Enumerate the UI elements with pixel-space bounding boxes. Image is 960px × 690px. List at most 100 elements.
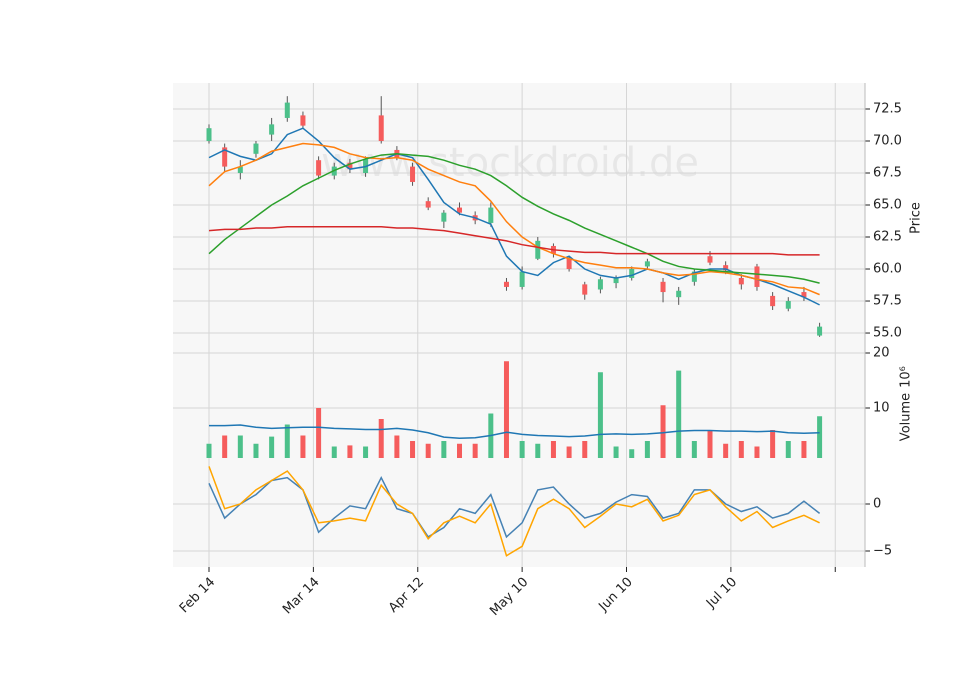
candle-body: [582, 284, 588, 295]
volume-bar: [503, 361, 509, 458]
x-tick-label: Feb 14: [177, 575, 219, 617]
x-tick-label: Jun 10: [596, 575, 636, 615]
volume-bar: [237, 435, 243, 458]
volume-bar: [300, 435, 306, 458]
volume-bar: [676, 370, 682, 458]
volume-bar: [597, 372, 603, 458]
candle-body: [754, 266, 760, 287]
candle-body: [566, 258, 572, 270]
volume-bar: [817, 416, 823, 458]
candle-body: [284, 102, 290, 118]
volume-bar: [410, 441, 416, 458]
y-tick-label: 10: [873, 401, 890, 416]
candle-body: [707, 256, 713, 263]
y-axis-label: Price: [909, 202, 924, 234]
candle-body: [817, 326, 823, 336]
volume-bar: [441, 441, 447, 458]
plot-background: [173, 83, 865, 567]
moving-average-line: [208, 153, 820, 284]
y-tick-label: 0: [873, 496, 881, 511]
candle-body: [535, 240, 541, 259]
watermark: www.stockdroid.de: [321, 140, 699, 186]
candle-body: [488, 207, 494, 223]
volume-bar: [723, 443, 729, 458]
x-tick-label: Jul 10: [703, 575, 740, 612]
candle-body: [738, 277, 744, 285]
candle-body: [457, 207, 463, 213]
candle-body: [676, 290, 682, 298]
x-tick-label: Apr 12: [386, 575, 427, 616]
indicator-line: [208, 475, 821, 539]
volume-average-line: [209, 424, 820, 440]
candle-body: [441, 212, 447, 222]
volume-bar: [629, 449, 635, 458]
candle-body: [300, 115, 306, 126]
axis-offset-label: 10⁶: [899, 366, 914, 388]
y-tick-label: 70.0: [873, 133, 902, 148]
volume-bar: [363, 446, 369, 458]
candle-body: [347, 162, 353, 170]
candle-body: [206, 128, 212, 141]
y-tick-label: 67.5: [873, 166, 902, 181]
moving-average-line: [208, 142, 820, 296]
volume-bar: [770, 430, 776, 458]
candle-body: [723, 265, 729, 271]
indicator-line: [208, 466, 820, 557]
candle-body: [660, 281, 666, 293]
candle-body: [378, 115, 384, 141]
candle-body: [269, 124, 275, 135]
volume-bar: [253, 443, 259, 458]
moving-average-line: [208, 226, 820, 256]
candle-body: [691, 271, 697, 282]
y-tick-label: 20: [873, 346, 890, 361]
candle-body: [644, 261, 650, 267]
candle-body: [519, 271, 525, 287]
volume-bar: [519, 441, 525, 458]
volume-bar: [284, 424, 290, 458]
candle-body: [253, 143, 259, 154]
volume-bar: [269, 436, 275, 458]
candle-body: [222, 147, 228, 167]
volume-bar: [582, 441, 588, 458]
volume-bar: [222, 435, 228, 458]
volume-bar: [613, 446, 619, 458]
candle-body: [770, 295, 776, 307]
y-tick-label: 62.5: [873, 230, 902, 245]
volume-bar: [347, 445, 353, 458]
candle-body: [503, 281, 509, 287]
volume-bar: [785, 441, 791, 458]
y-tick-label: −5: [873, 544, 892, 559]
volume-bar: [457, 443, 463, 458]
candle-body: [801, 292, 807, 298]
candle-body: [425, 201, 431, 208]
volume-bar: [472, 443, 478, 458]
volume-bar: [691, 441, 697, 458]
candle-body: [410, 166, 416, 182]
y-tick-label: 57.5: [873, 294, 902, 309]
moving-average-line: [208, 127, 820, 306]
volume-bar: [550, 441, 556, 458]
x-tick-label: May 10: [487, 575, 531, 619]
volume-bar: [644, 441, 650, 458]
y-axis-label: Volume: [899, 393, 914, 441]
volume-bar: [566, 446, 572, 458]
y-tick-label: 72.5: [873, 101, 902, 116]
volume-bar: [316, 408, 322, 458]
y-tick-label: 55.0: [873, 326, 902, 341]
candle-body: [237, 166, 243, 173]
volume-bar: [754, 446, 760, 458]
volume-bar: [707, 430, 713, 458]
y-tick-label: 60.0: [873, 262, 902, 277]
volume-bar: [206, 443, 212, 458]
volume-bar: [738, 441, 744, 458]
volume-bar: [535, 443, 541, 458]
x-tick-label: Mar 14: [280, 575, 323, 618]
candle-body: [613, 277, 619, 284]
volume-bar: [425, 443, 431, 458]
volume-bar: [394, 435, 400, 458]
candle-body: [785, 301, 791, 309]
volume-bar: [378, 419, 384, 458]
volume-bar: [331, 446, 337, 458]
candle-body: [629, 269, 635, 278]
